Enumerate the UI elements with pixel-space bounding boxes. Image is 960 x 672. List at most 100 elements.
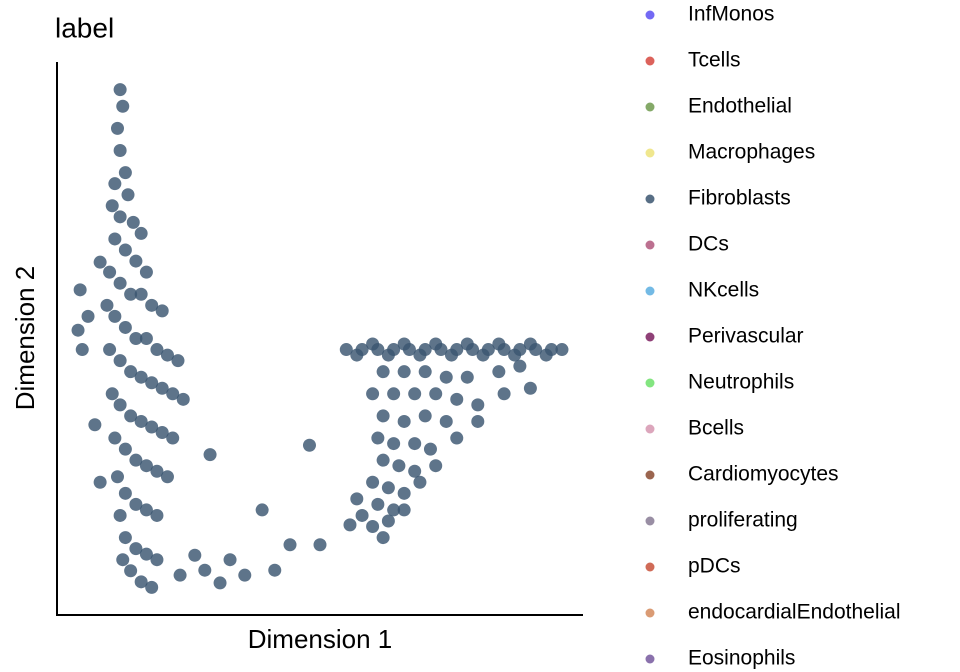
point — [134, 414, 148, 428]
point — [81, 309, 95, 323]
point — [376, 453, 390, 467]
point — [103, 265, 117, 279]
point — [113, 143, 127, 157]
point — [523, 337, 537, 351]
point — [124, 365, 138, 379]
points — [71, 83, 569, 594]
point — [460, 337, 474, 351]
point — [413, 475, 427, 489]
legend-marker — [645, 424, 655, 434]
point — [223, 553, 237, 567]
point — [313, 538, 327, 552]
point — [381, 481, 395, 495]
point — [392, 459, 406, 473]
point — [139, 265, 153, 279]
point — [118, 320, 132, 334]
legend-marker — [645, 608, 655, 618]
point — [238, 568, 252, 582]
point — [376, 365, 390, 379]
point — [471, 414, 485, 428]
point — [145, 376, 159, 390]
point — [387, 437, 401, 451]
point — [155, 426, 169, 440]
point — [139, 503, 153, 517]
legend-label: DCs — [688, 233, 729, 256]
legend-marker — [645, 332, 655, 342]
point — [166, 431, 180, 445]
point — [105, 387, 119, 401]
point — [450, 392, 464, 406]
point — [100, 298, 114, 312]
point — [268, 563, 282, 577]
point — [539, 348, 553, 362]
point — [381, 514, 395, 528]
legend-label: Endothelial — [688, 95, 792, 118]
legend-label: Cardiomyocytes — [688, 463, 839, 486]
point — [376, 409, 390, 423]
point — [283, 538, 297, 552]
legend-marker — [645, 562, 655, 572]
point — [471, 398, 485, 412]
legend-marker — [645, 470, 655, 480]
point — [429, 459, 443, 473]
point — [339, 343, 353, 357]
point — [139, 547, 153, 561]
legend-label: NKcells — [688, 279, 759, 302]
point — [129, 453, 143, 467]
point — [134, 287, 148, 301]
legend-marker — [645, 286, 655, 296]
point — [113, 508, 127, 522]
legend-label: Bcells — [688, 417, 744, 440]
point — [108, 177, 122, 191]
legend-marker — [645, 194, 655, 204]
point — [376, 531, 390, 545]
point — [160, 470, 174, 484]
point — [116, 553, 130, 567]
point — [355, 508, 369, 522]
point — [110, 121, 124, 135]
point — [155, 381, 169, 395]
point — [397, 486, 411, 500]
legend-marker — [645, 102, 655, 112]
point — [381, 348, 395, 362]
point — [113, 354, 127, 368]
point — [73, 283, 87, 297]
point — [387, 387, 401, 401]
point — [371, 497, 385, 511]
legend-marker — [645, 148, 655, 158]
point — [439, 414, 453, 428]
point — [150, 508, 164, 522]
point — [118, 166, 132, 180]
legend-label: endocardialEndothelial — [688, 601, 901, 624]
point — [397, 337, 411, 351]
point — [413, 348, 427, 362]
point — [129, 497, 143, 511]
point — [366, 387, 380, 401]
point — [350, 348, 364, 362]
point — [188, 548, 202, 562]
point — [150, 343, 164, 357]
legend-label: pDCs — [688, 555, 741, 578]
point — [113, 398, 127, 412]
y-axis-label: Dimension 2 — [10, 266, 40, 411]
point — [126, 215, 140, 229]
point — [523, 381, 537, 395]
legend-label: InfMonos — [688, 3, 774, 26]
legend-marker — [645, 10, 655, 20]
point — [497, 387, 511, 401]
point — [171, 354, 185, 368]
point — [134, 575, 148, 589]
point — [460, 370, 474, 384]
point — [124, 287, 138, 301]
point — [397, 503, 411, 517]
point — [408, 464, 422, 478]
point — [366, 475, 380, 489]
legend-marker — [645, 240, 655, 250]
point — [371, 431, 385, 445]
legend-marker — [645, 56, 655, 66]
point — [118, 442, 132, 456]
point — [255, 503, 269, 517]
point — [71, 323, 85, 337]
